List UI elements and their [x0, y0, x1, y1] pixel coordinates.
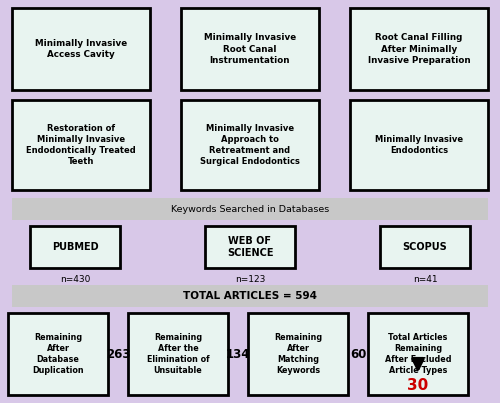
Text: n=430: n=430: [60, 274, 90, 283]
Text: Minimally Invasive
Approach to
Retreatment and
Surgical Endodontics: Minimally Invasive Approach to Retreatme…: [200, 124, 300, 166]
FancyBboxPatch shape: [205, 226, 295, 268]
Text: Minimally Invasive
Access Cavity: Minimally Invasive Access Cavity: [35, 39, 127, 59]
FancyBboxPatch shape: [12, 8, 150, 90]
Text: Remaining
After
Database
Duplication: Remaining After Database Duplication: [32, 333, 84, 375]
FancyBboxPatch shape: [12, 285, 488, 307]
Text: Restoration of
Minimally Invasive
Endodontically Treated
Teeth: Restoration of Minimally Invasive Endodo…: [26, 124, 136, 166]
Text: SCOPUS: SCOPUS: [402, 242, 448, 252]
Text: TOTAL ARTICLES = 594: TOTAL ARTICLES = 594: [183, 291, 317, 301]
Text: Minimally Invasive
Endodontics: Minimally Invasive Endodontics: [375, 135, 463, 155]
Text: PUBMED: PUBMED: [52, 242, 98, 252]
FancyBboxPatch shape: [128, 313, 228, 395]
Text: n=41: n=41: [412, 274, 438, 283]
FancyBboxPatch shape: [12, 100, 150, 190]
Text: 60: 60: [350, 347, 366, 361]
FancyBboxPatch shape: [380, 226, 470, 268]
Text: Remaining
After the
Elimination of
Unsuitable: Remaining After the Elimination of Unsui…: [146, 333, 210, 375]
Text: 263: 263: [106, 347, 130, 361]
Text: 134: 134: [226, 347, 250, 361]
Text: WEB OF
SCIENCE: WEB OF SCIENCE: [227, 236, 273, 258]
FancyBboxPatch shape: [12, 198, 488, 220]
FancyBboxPatch shape: [350, 100, 488, 190]
Text: 30: 30: [408, 378, 428, 393]
Text: Minimally Invasive
Root Canal
Instrumentation: Minimally Invasive Root Canal Instrument…: [204, 33, 296, 64]
Text: Remaining
After
Matching
Keywords: Remaining After Matching Keywords: [274, 333, 322, 375]
Text: n=123: n=123: [235, 274, 265, 283]
FancyBboxPatch shape: [8, 313, 108, 395]
FancyBboxPatch shape: [181, 8, 319, 90]
Text: Keywords Searched in Databases: Keywords Searched in Databases: [171, 204, 329, 214]
Text: Root Canal Filling
After Minimally
Invasive Preparation: Root Canal Filling After Minimally Invas…: [368, 33, 470, 64]
FancyBboxPatch shape: [248, 313, 348, 395]
FancyBboxPatch shape: [350, 8, 488, 90]
FancyBboxPatch shape: [30, 226, 120, 268]
FancyBboxPatch shape: [368, 313, 468, 395]
Text: Total Articles
Remaining
After Excluded
Article Types: Total Articles Remaining After Excluded …: [385, 333, 451, 375]
FancyBboxPatch shape: [181, 100, 319, 190]
